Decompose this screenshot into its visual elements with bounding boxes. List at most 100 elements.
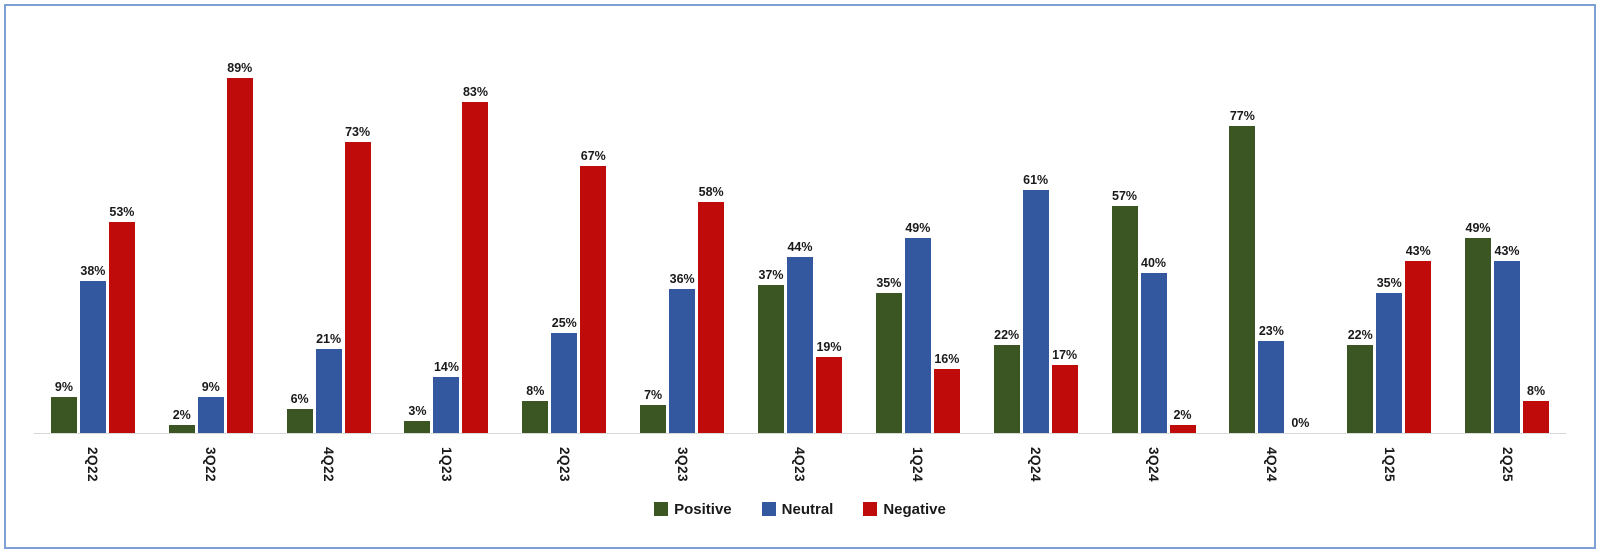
bar-slot: 8% xyxy=(522,34,549,433)
bar-value-label: 43% xyxy=(1494,244,1520,259)
x-axis-label: 2Q23 xyxy=(556,446,572,482)
x-axis-label: 3Q24 xyxy=(1146,446,1162,482)
bar-negative xyxy=(698,201,725,433)
bar-slot: 43% xyxy=(1494,34,1521,433)
bar-slot: 73% xyxy=(344,34,371,433)
bar-positive xyxy=(1111,205,1138,433)
bar-cluster: 9% 38% 53% xyxy=(50,34,135,433)
x-axis-tick: 2Q23 xyxy=(505,434,623,494)
bar-cluster: 6% 21% 73% xyxy=(286,34,371,433)
bar-cluster: 2% 9% 89% xyxy=(168,34,253,433)
bar-negative xyxy=(462,101,489,433)
bar-neutral xyxy=(1022,189,1049,433)
category-group: 35% 49% 16% xyxy=(859,34,977,433)
bar-slot: 49% xyxy=(904,34,931,433)
legend-label-neutral: Neutral xyxy=(781,500,834,518)
category-group: 57% 40% 2% xyxy=(1095,34,1213,433)
x-axis-tick: 1Q25 xyxy=(1330,434,1448,494)
bar-slot: 77% xyxy=(1229,34,1256,433)
x-axis: 2Q22 3Q22 4Q22 1Q23 2Q23 3Q23 4Q23 1Q24 2Q24 3Q24… xyxy=(34,434,1566,494)
legend-swatch-negative-icon xyxy=(863,502,878,516)
category-group: 2% 9% 89% xyxy=(152,34,270,433)
x-axis-tick: 4Q24 xyxy=(1212,434,1330,494)
category-group: 22% 35% 43% xyxy=(1330,34,1448,433)
x-axis-label: 3Q22 xyxy=(203,446,219,482)
bar-value-label: 22% xyxy=(994,328,1020,343)
bar-neutral xyxy=(1376,293,1403,433)
legend-swatch-positive-icon xyxy=(654,502,669,516)
bar-value-label: 38% xyxy=(80,264,106,279)
bar-slot: 40% xyxy=(1140,34,1167,433)
bar-value-label: 35% xyxy=(1376,276,1402,291)
bar-cluster: 22% 61% 17% xyxy=(993,34,1078,433)
bar-value-label: 9% xyxy=(201,380,220,395)
bar-neutral xyxy=(433,377,460,433)
bar-value-label: 43% xyxy=(1405,244,1431,259)
bar-value-label: 36% xyxy=(669,272,695,287)
bar-value-label: 61% xyxy=(1023,172,1049,187)
bar-value-label: 8% xyxy=(526,384,545,399)
x-axis-tick: 1Q23 xyxy=(388,434,506,494)
bar-value-label: 35% xyxy=(876,276,902,291)
bar-slot: 38% xyxy=(79,34,106,433)
bar-value-label: 0% xyxy=(1291,416,1310,430)
bar-value-label: 57% xyxy=(1112,188,1138,203)
bar-value-label: 14% xyxy=(433,360,459,375)
bar-negative xyxy=(1523,401,1550,433)
bar-cluster: 22% 35% 43% xyxy=(1347,34,1432,433)
x-axis-label: 4Q22 xyxy=(321,446,337,482)
bar-neutral xyxy=(551,333,578,433)
bar-slot: 2% xyxy=(1169,34,1196,433)
x-axis-label: 4Q23 xyxy=(792,446,808,482)
category-group: 3% 14% 83% xyxy=(388,34,506,433)
bar-cluster: 57% 40% 2% xyxy=(1111,34,1196,433)
x-axis-tick: 2Q25 xyxy=(1448,434,1566,494)
bar-slot: 22% xyxy=(993,34,1020,433)
bar-slot: 44% xyxy=(786,34,813,433)
x-axis-tick: 3Q24 xyxy=(1095,434,1213,494)
bar-neutral xyxy=(904,237,931,433)
bar-slot: 7% xyxy=(640,34,667,433)
bar-slot: 21% xyxy=(315,34,342,433)
bar-neutral xyxy=(1140,273,1167,433)
bar-cluster: 8% 25% 67% xyxy=(522,34,607,433)
bar-value-label: 7% xyxy=(644,388,663,403)
bar-slot: 49% xyxy=(1465,34,1492,433)
legend-label-positive: Positive xyxy=(674,500,732,518)
category-group: 9% 38% 53% xyxy=(34,34,152,433)
bar-slot: 17% xyxy=(1051,34,1078,433)
x-axis-tick: 1Q24 xyxy=(859,434,977,494)
bar-value-label: 67% xyxy=(580,148,606,163)
legend: Positive Neutral Negative xyxy=(12,496,1588,522)
bar-cluster: 35% 49% 16% xyxy=(875,34,960,433)
bar-value-label: 73% xyxy=(345,124,371,139)
x-axis-label: 3Q23 xyxy=(674,446,690,482)
bar-positive xyxy=(404,421,431,433)
x-axis-tick: 3Q22 xyxy=(152,434,270,494)
category-group: 6% 21% 73% xyxy=(270,34,388,433)
bar-positive xyxy=(993,345,1020,433)
bar-value-label: 22% xyxy=(1347,328,1373,343)
plot-area: 9% 38% 53% 2% 9% 89% 6% 21% 73% 3% 14% 83% 8% 25% 67% 7… xyxy=(34,34,1566,434)
legend-item-positive: Positive xyxy=(654,501,732,518)
bar-cluster: 49% 43% 8% xyxy=(1465,34,1550,433)
bar-value-label: 3% xyxy=(408,404,427,419)
category-group: 8% 25% 67% xyxy=(505,34,623,433)
x-axis-label: 1Q25 xyxy=(1381,446,1397,482)
bar-value-label: 8% xyxy=(1527,384,1546,399)
bar-negative xyxy=(1051,365,1078,433)
bar-slot: 23% xyxy=(1258,34,1285,433)
x-axis-label: 4Q24 xyxy=(1263,446,1279,482)
bar-positive xyxy=(286,409,313,433)
bar-slot: 53% xyxy=(108,34,135,433)
category-group: 77% 23% 0% xyxy=(1212,34,1330,433)
bar-value-label: 17% xyxy=(1052,348,1078,363)
bar-value-label: 49% xyxy=(905,220,931,235)
bar-slot: 25% xyxy=(551,34,578,433)
category-group: 22% 61% 17% xyxy=(977,34,1095,433)
bar-slot: 22% xyxy=(1347,34,1374,433)
bar-positive xyxy=(50,397,77,433)
bar-cluster: 3% 14% 83% xyxy=(404,34,489,433)
bar-value-label: 19% xyxy=(816,340,842,355)
x-axis-label: 2Q25 xyxy=(1499,446,1515,482)
